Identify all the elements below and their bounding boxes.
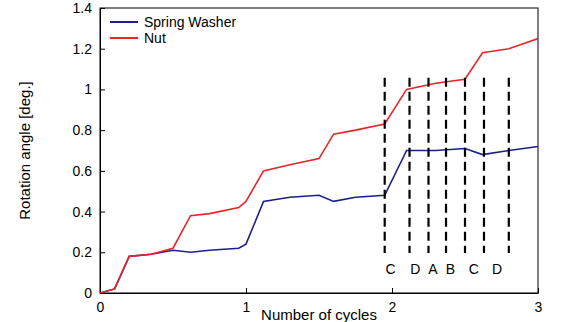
y-tick-mark xyxy=(100,130,105,131)
y-tick-label: 0.8 xyxy=(73,122,93,138)
y-axis: 0 0.2 0.4 0.6 0.8 1 1.2 1.4 xyxy=(73,0,105,301)
chart: 012300.20.40.60.811.21.4CDABCDSpring Was… xyxy=(0,0,582,322)
phase-line xyxy=(384,78,386,253)
y-tick: 1 xyxy=(84,81,105,97)
y-tick: 1.2 xyxy=(73,41,105,57)
y-tick: 0.4 xyxy=(73,204,105,220)
x-tick-label: 3 xyxy=(535,299,543,315)
phase-label: D xyxy=(492,261,502,277)
x-axis-line xyxy=(101,293,539,294)
y-tick-label: 1.2 xyxy=(73,41,93,57)
x-tick: 1 xyxy=(243,288,251,315)
x-tick: 2 xyxy=(389,288,397,315)
x-tick: 3 xyxy=(535,288,543,315)
x-tick-mark xyxy=(392,288,393,293)
y-tick-mark xyxy=(100,49,105,50)
y-tick: 0.6 xyxy=(73,163,105,179)
x-tick-mark xyxy=(246,288,247,293)
y-tick: 0.2 xyxy=(73,244,105,260)
plot-frame xyxy=(100,8,538,293)
y-axis-title: Rotation angle [deg.] xyxy=(16,81,33,219)
legend-item: Spring Washer xyxy=(110,14,236,30)
y-tick-mark xyxy=(100,212,105,213)
y-tick-label: 1.4 xyxy=(73,0,93,16)
phase-line xyxy=(408,78,410,253)
y-tick-mark xyxy=(100,89,105,90)
y-tick-label: 0.2 xyxy=(73,244,93,260)
x-tick-label: 1 xyxy=(243,299,251,315)
y-tick-label: 0 xyxy=(84,285,92,301)
phase-line xyxy=(445,78,447,253)
y-tick-mark xyxy=(100,8,105,9)
legend-swatch xyxy=(110,21,138,23)
phase-label: B xyxy=(446,261,455,277)
x-tick-label: 0 xyxy=(97,299,105,315)
phase-label: D xyxy=(410,261,420,277)
series-line xyxy=(100,39,538,293)
series-line xyxy=(100,146,538,293)
phase-label: A xyxy=(428,261,438,277)
phase-line xyxy=(427,78,429,253)
x-tick-mark xyxy=(538,288,539,293)
series-group xyxy=(100,39,538,293)
y-tick-mark xyxy=(100,252,105,253)
y-tick: 1.4 xyxy=(73,0,105,16)
y-tick-label: 0.6 xyxy=(73,163,93,179)
phase-line xyxy=(508,78,510,253)
phase-label: C xyxy=(469,261,479,277)
y-tick-mark xyxy=(100,293,105,294)
phase-line xyxy=(464,78,466,253)
y-tick-label: 0.4 xyxy=(73,204,93,220)
legend-item: Nut xyxy=(110,30,166,46)
legend-label: Nut xyxy=(144,30,166,46)
x-axis-title: Number of cycles xyxy=(261,306,377,322)
y-tick-label: 1 xyxy=(84,81,92,97)
y-tick-mark xyxy=(100,171,105,172)
phase-line xyxy=(483,78,485,253)
legend-label: Spring Washer xyxy=(144,14,236,30)
x-tick-label: 2 xyxy=(389,299,397,315)
plot: 012300.20.40.60.811.21.4CDABCDSpring Was… xyxy=(73,0,543,315)
y-axis-line xyxy=(100,9,101,294)
legend-swatch xyxy=(110,37,138,39)
y-tick: 0.8 xyxy=(73,122,105,138)
phase-label: C xyxy=(385,261,395,277)
legend: Spring WasherNut xyxy=(110,14,236,46)
